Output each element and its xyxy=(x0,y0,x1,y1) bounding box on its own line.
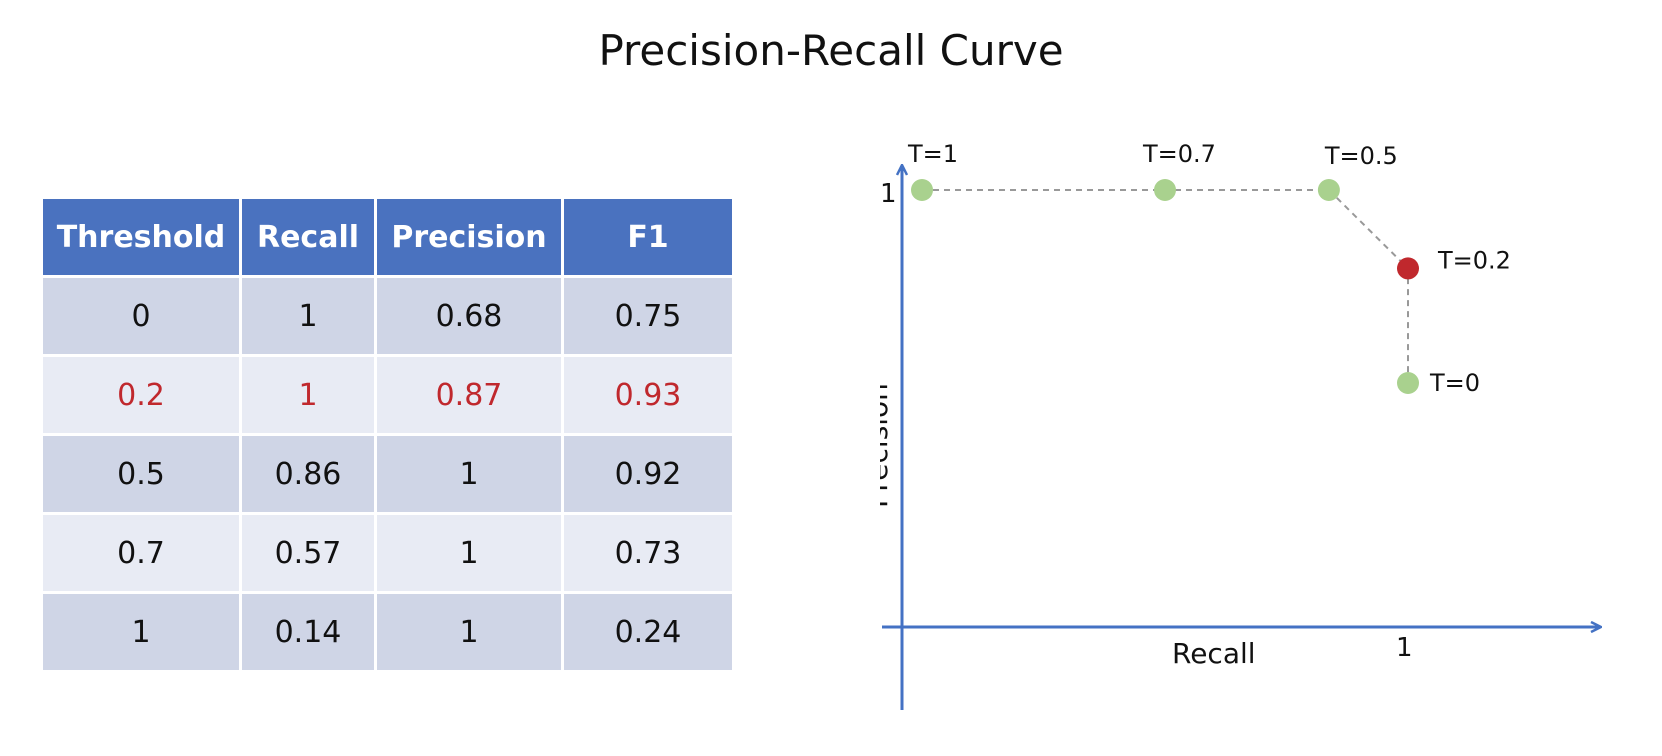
cell-threshold: 0.2 xyxy=(40,354,242,436)
cell-precision: 1 xyxy=(374,433,564,515)
point-T-0_7 xyxy=(1154,179,1176,201)
cell-threshold: 1 xyxy=(40,591,242,673)
cell-f1: 0.93 xyxy=(561,354,735,436)
cell-threshold: 0.5 xyxy=(40,433,242,515)
point-T-0 xyxy=(1397,372,1419,394)
cell-f1: 0.24 xyxy=(561,591,735,673)
pr-curve-chart: T=1 T=0.7 T=0.5 T=0.2 T=0 1 1 Recall Precisi… xyxy=(880,140,1620,710)
point-T-0_5 xyxy=(1317,179,1340,201)
cell-f1: 0.73 xyxy=(561,512,735,594)
point-T-0_2 xyxy=(1397,257,1419,280)
cell-threshold: 0.7 xyxy=(40,512,242,594)
point-T-1 xyxy=(911,179,933,201)
header-threshold: Threshold xyxy=(40,196,242,278)
cell-precision: 1 xyxy=(374,512,564,594)
cell-recall: 0.57 xyxy=(239,512,377,594)
cell-recall: 1 xyxy=(239,354,377,436)
cell-f1: 0.75 xyxy=(561,275,735,357)
cell-recall: 1 xyxy=(239,275,377,357)
x-axis-label: Recall xyxy=(1172,637,1256,670)
table-row-highlighted: 0.2 1 0.87 0.93 xyxy=(40,354,735,436)
table-row: 0.7 0.57 1 0.73 xyxy=(40,512,735,594)
x-tick-label: 1 xyxy=(1396,633,1413,663)
cell-threshold: 0 xyxy=(40,275,242,357)
pr-curve-line xyxy=(922,189,1409,383)
y-axis-label: Precision xyxy=(880,383,894,508)
table-row: 0.5 0.86 1 0.92 xyxy=(40,433,735,515)
table-row: 0 1 0.68 0.75 xyxy=(40,275,735,357)
header-precision: Precision xyxy=(374,196,564,278)
header-f1: F1 xyxy=(561,196,735,278)
y-tick-label: 1 xyxy=(880,179,897,209)
point-label: T=0.5 xyxy=(1324,142,1398,170)
cell-precision: 0.68 xyxy=(374,275,564,357)
point-label: T=1 xyxy=(907,140,958,168)
threshold-table: Threshold Recall Precision F1 0 1 0.68 0… xyxy=(40,196,735,673)
header-recall: Recall xyxy=(239,196,377,278)
table-row: 1 0.14 1 0.24 xyxy=(40,591,735,673)
point-label: T=0.2 xyxy=(1437,246,1511,274)
cell-f1: 0.92 xyxy=(561,433,735,515)
cell-recall: 0.14 xyxy=(239,591,377,673)
table-header-row: Threshold Recall Precision F1 xyxy=(40,196,735,278)
cell-precision: 0.87 xyxy=(374,354,564,436)
point-label: T=0.7 xyxy=(1142,140,1216,168)
page-title: Precision-Recall Curve xyxy=(598,26,1064,75)
cell-recall: 0.86 xyxy=(239,433,377,515)
point-label: T=0 xyxy=(1429,369,1480,397)
cell-precision: 1 xyxy=(374,591,564,673)
